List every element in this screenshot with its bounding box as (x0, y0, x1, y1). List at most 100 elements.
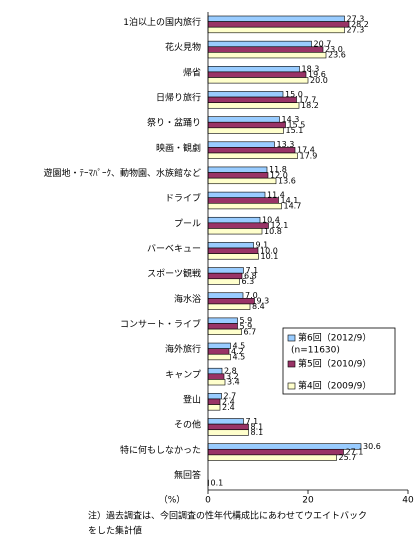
bar (207, 454, 337, 461)
category-label: 特に何もしなかった (120, 444, 201, 456)
bar (207, 398, 221, 405)
bar (207, 172, 269, 179)
value-label: 27.3 (347, 26, 365, 35)
value-label: 9.1 (256, 241, 269, 250)
bar (207, 147, 296, 154)
footnote: 注）過去調査は、今回調査の性年代構成比にあわせてウエイトバック (88, 510, 367, 522)
x-tick-label: 40 (402, 496, 414, 506)
bar (207, 91, 284, 98)
value-label: 15.1 (286, 126, 304, 135)
category-label: 祭り・盆踊り (147, 117, 201, 129)
category-label: 遊園地・ﾃｰﾏﾊﾟｰｸ、動物園、水族館など (43, 167, 201, 179)
category-label: ドライブ (165, 192, 201, 204)
value-label: 20.7 (314, 39, 332, 48)
value-label: 3.2 (226, 372, 239, 381)
bar (207, 228, 263, 235)
legend-label: 第5回（2010/9） (298, 358, 371, 370)
category-label: 日帰り旅行 (156, 92, 201, 104)
value-label: 23.6 (328, 51, 346, 60)
bar (207, 353, 231, 361)
bar (207, 40, 312, 48)
bar (207, 292, 244, 299)
bar (207, 448, 344, 456)
value-label: 4.5 (233, 341, 246, 350)
bar (207, 418, 244, 425)
category-label: スポーツ観戦 (147, 268, 201, 280)
value-label: 10.8 (264, 227, 282, 236)
x-tick-label: 0 (205, 496, 211, 506)
value-label: 11.8 (269, 165, 287, 174)
value-label: 25.7 (339, 453, 357, 462)
bar (207, 177, 277, 185)
category-label: 1泊以上の国内旅行 (123, 16, 201, 28)
bar (207, 342, 231, 349)
legend-note: (n=11630) (291, 346, 340, 356)
bar (207, 15, 345, 22)
bar (207, 267, 244, 274)
bar (207, 328, 242, 335)
bar (207, 303, 251, 310)
category-label: 海外旅行 (165, 343, 201, 355)
value-label: 12.0 (270, 171, 288, 180)
value-label: 12.1 (271, 221, 289, 230)
bar (207, 253, 259, 260)
bar (207, 26, 345, 34)
bar (207, 379, 226, 386)
value-label: 6.7 (244, 327, 257, 336)
value-label: 15.0 (285, 90, 303, 99)
value-label: 6.8 (244, 271, 257, 280)
legend-label: 第6回（2012/9） (298, 332, 371, 344)
bar (207, 443, 362, 450)
value-label: 17.7 (299, 95, 317, 104)
value-label: 4.2 (231, 347, 244, 356)
value-label: 19.6 (308, 70, 326, 79)
bar (207, 216, 261, 224)
bar (207, 393, 222, 400)
value-label: 7.1 (246, 417, 259, 426)
bar (207, 127, 284, 134)
bar (207, 404, 221, 411)
value-label: 27.1 (346, 448, 364, 457)
value-label: 7.0 (245, 291, 258, 300)
value-label: 8.1 (251, 422, 264, 431)
legend-label: 第4回（2009/9） (298, 380, 371, 392)
value-label: 5.9 (240, 322, 253, 331)
value-label: 13.6 (278, 176, 296, 185)
bar (207, 46, 324, 53)
bar (207, 52, 327, 59)
value-label: 20.0 (310, 76, 328, 85)
category-label: 無回答 (174, 469, 201, 481)
value-label: 30.6 (363, 442, 381, 451)
category-label: キャンプ (165, 369, 201, 380)
bar (207, 191, 266, 199)
value-label: 17.9 (300, 151, 318, 160)
value-label: 0.1 (211, 478, 224, 487)
bar (207, 77, 309, 84)
bar (207, 247, 259, 254)
value-label: 14.7 (284, 202, 302, 211)
value-label: 6.3 (242, 277, 255, 286)
bar (207, 141, 275, 148)
value-label: 3.4 (227, 378, 240, 387)
value-label: 17.4 (297, 146, 315, 155)
legend-box (282, 327, 396, 395)
bar (207, 21, 350, 28)
bar (207, 71, 307, 78)
bar (207, 272, 243, 280)
value-label: 8.4 (252, 302, 265, 311)
legend-swatch (287, 334, 296, 342)
category-label: 映画・観劇 (156, 142, 201, 154)
footnote: をした集計値 (88, 525, 142, 537)
value-label: 27.3 (347, 14, 365, 23)
value-label: 10.0 (260, 246, 278, 255)
value-label: 7.1 (246, 266, 259, 275)
legend-swatch (287, 382, 296, 390)
bar (207, 66, 300, 73)
x-tick-label: 20 (302, 496, 314, 506)
value-label: 2.8 (224, 367, 237, 376)
category-label: バーベキュー (147, 244, 201, 255)
category-label: プール (174, 218, 201, 229)
value-label: 8.1 (251, 428, 264, 437)
category-label: 花火見物 (165, 41, 201, 53)
